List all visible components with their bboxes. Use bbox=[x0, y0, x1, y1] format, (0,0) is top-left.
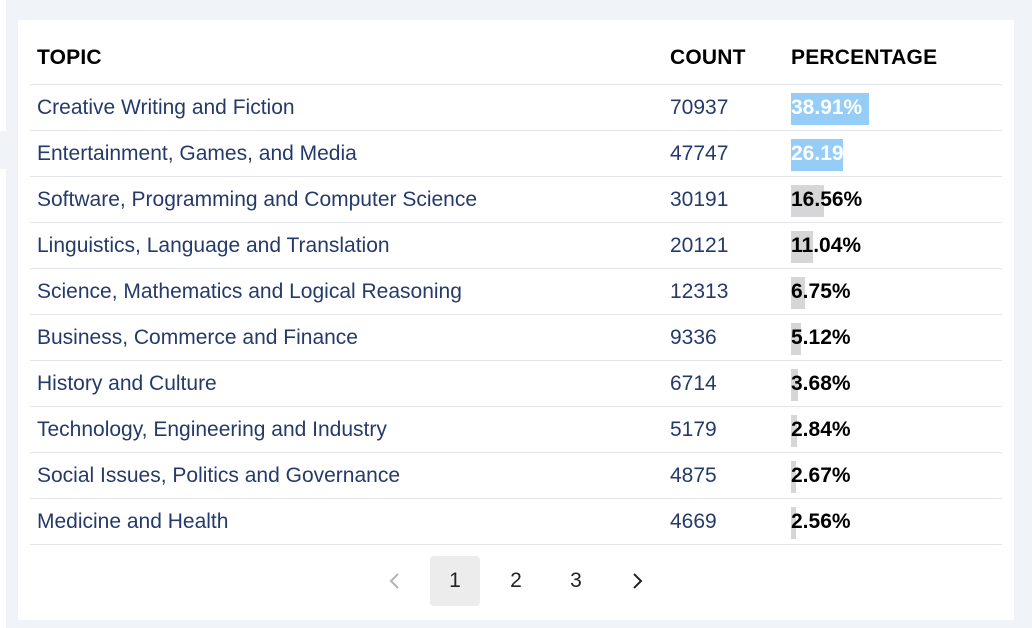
table-row[interactable]: Software, Programming and Computer Scien… bbox=[30, 176, 1002, 223]
count-cell: 6714 bbox=[663, 360, 784, 407]
count-cell: 12313 bbox=[663, 268, 784, 315]
count-cell: 4875 bbox=[663, 452, 784, 499]
table-row[interactable]: Linguistics, Language and Translation 201… bbox=[30, 222, 1002, 269]
percentage-bar bbox=[791, 230, 813, 263]
column-header-percentage[interactable]: PERCENTAGE bbox=[784, 32, 1002, 85]
page-button-3[interactable]: 3 bbox=[570, 569, 582, 592]
percentage-cell: 3.68% bbox=[784, 360, 1002, 407]
percentage-bar-container: 2.67% bbox=[791, 460, 991, 493]
percentage-cell: 26.19% bbox=[784, 130, 1002, 177]
topic-cell: Medicine and Health bbox=[30, 498, 663, 545]
percentage-value: 26.19% bbox=[791, 141, 863, 165]
table-row[interactable]: Medicine and Health 4669 2.56% bbox=[30, 498, 1002, 545]
percentage-cell: 6.75% bbox=[784, 268, 1002, 315]
count-cell: 5179 bbox=[663, 406, 784, 453]
topic-cell: Entertainment, Games, and Media bbox=[30, 130, 663, 177]
percentage-bar-container: 2.56% bbox=[791, 506, 991, 539]
table-row[interactable]: Technology, Engineering and Industry 5179… bbox=[30, 406, 1002, 453]
table-row[interactable]: Entertainment, Games, and Media 47747 26.1… bbox=[30, 130, 1002, 177]
topic-cell: Business, Commerce and Finance bbox=[30, 314, 663, 361]
percentage-value: 16.56% bbox=[791, 187, 863, 211]
percentage-value: 2.67% bbox=[791, 463, 851, 487]
count-cell: 70937 bbox=[663, 84, 784, 131]
percentage-bar-container: 11.04% bbox=[791, 230, 991, 263]
next-page-button[interactable] bbox=[612, 556, 662, 606]
percentage-cell: 2.56% bbox=[784, 498, 1002, 545]
table-row[interactable]: Science, Mathematics and Logical Reasoni… bbox=[30, 268, 1002, 315]
topic-cell: Technology, Engineering and Industry bbox=[30, 406, 663, 453]
percentage-cell: 11.04% bbox=[784, 222, 1002, 269]
percentage-value: 6.75% bbox=[791, 279, 851, 303]
count-cell: 47747 bbox=[663, 130, 784, 177]
topics-table-card: TOPIC COUNT PERCENTAGE Creative Writing … bbox=[18, 20, 1014, 620]
left-panel-edge bbox=[0, 0, 6, 628]
column-header-topic[interactable]: TOPIC bbox=[30, 32, 663, 85]
percentage-bar-container: 16.56% bbox=[791, 184, 991, 217]
left-panel-divider bbox=[0, 131, 6, 169]
percentage-value: 5.12% bbox=[791, 325, 851, 349]
percentage-bar-container: 26.19% bbox=[791, 138, 991, 171]
topic-cell: Software, Programming and Computer Scien… bbox=[30, 176, 663, 223]
percentage-value: 2.84% bbox=[791, 417, 851, 441]
percentage-bar bbox=[791, 184, 824, 217]
count-cell: 30191 bbox=[663, 176, 784, 223]
table-row[interactable]: Social Issues, Politics and Governance 48… bbox=[30, 452, 1002, 499]
chevron-left-icon bbox=[389, 573, 399, 589]
page-button-1[interactable]: 1 bbox=[430, 556, 480, 606]
percentage-bar bbox=[791, 460, 796, 493]
percentage-bar-container: 6.75% bbox=[791, 276, 991, 309]
percentage-cell: 5.12% bbox=[784, 314, 1002, 361]
table-row[interactable]: History and Culture 6714 3.68% bbox=[30, 360, 1002, 407]
topic-cell: Creative Writing and Fiction bbox=[30, 84, 663, 131]
prev-page-button[interactable] bbox=[370, 556, 420, 606]
percentage-bar bbox=[791, 368, 798, 401]
table-row[interactable]: Business, Commerce and Finance 9336 5.12% bbox=[30, 314, 1002, 361]
percentage-bar bbox=[791, 276, 805, 309]
percentage-bar bbox=[791, 414, 797, 447]
table-header-row: TOPIC COUNT PERCENTAGE bbox=[30, 32, 1002, 85]
chevron-right-icon bbox=[633, 573, 643, 589]
column-header-count[interactable]: COUNT bbox=[663, 32, 784, 85]
percentage-bar bbox=[791, 92, 869, 125]
percentage-bar-container: 2.84% bbox=[791, 414, 991, 447]
topic-cell: History and Culture bbox=[30, 360, 663, 407]
percentage-cell: 2.67% bbox=[784, 452, 1002, 499]
percentage-bar bbox=[791, 322, 801, 355]
count-cell: 4669 bbox=[663, 498, 784, 545]
page-button-2[interactable]: 2 bbox=[510, 569, 522, 592]
count-cell: 9336 bbox=[663, 314, 784, 361]
percentage-cell: 38.91% bbox=[784, 84, 1002, 131]
percentage-value: 38.91% bbox=[791, 95, 863, 119]
percentage-cell: 2.84% bbox=[784, 406, 1002, 453]
percentage-cell: 16.56% bbox=[784, 176, 1002, 223]
pagination: 1 2 3 bbox=[18, 556, 1014, 606]
table-row[interactable]: Creative Writing and Fiction 70937 38.91% bbox=[30, 84, 1002, 131]
count-cell: 20121 bbox=[663, 222, 784, 269]
topics-table: TOPIC COUNT PERCENTAGE Creative Writing … bbox=[30, 32, 1002, 545]
table-body: Creative Writing and Fiction 70937 38.91% E… bbox=[30, 84, 1002, 545]
topic-cell: Science, Mathematics and Logical Reasoni… bbox=[30, 268, 663, 315]
percentage-bar-container: 38.91% bbox=[791, 92, 991, 125]
topic-cell: Social Issues, Politics and Governance bbox=[30, 452, 663, 499]
percentage-bar-container: 5.12% bbox=[791, 322, 991, 355]
percentage-value: 2.56% bbox=[791, 509, 851, 533]
percentage-value: 11.04% bbox=[791, 233, 862, 257]
percentage-bar bbox=[791, 506, 796, 539]
percentage-bar bbox=[791, 138, 843, 171]
percentage-value: 3.68% bbox=[791, 371, 851, 395]
percentage-bar-container: 3.68% bbox=[791, 368, 991, 401]
topic-cell: Linguistics, Language and Translation bbox=[30, 222, 663, 269]
